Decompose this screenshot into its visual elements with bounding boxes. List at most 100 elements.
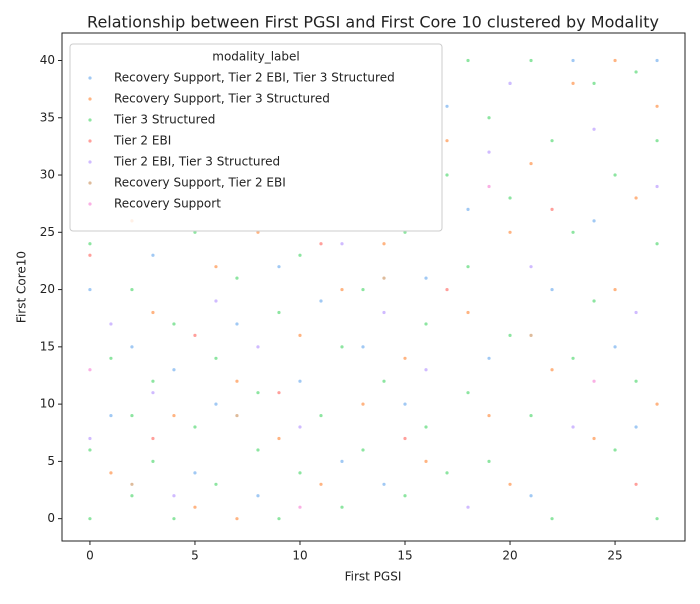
point xyxy=(634,196,638,200)
legend-label: Recovery Support, Tier 3 Structured xyxy=(114,92,330,106)
point xyxy=(193,230,197,234)
point xyxy=(466,310,470,315)
point xyxy=(340,459,344,463)
point xyxy=(319,413,323,418)
point xyxy=(361,345,365,349)
point xyxy=(193,425,197,429)
point xyxy=(172,322,176,326)
y-tick-label: 20 xyxy=(40,282,55,296)
point xyxy=(361,402,365,406)
legend-label: Tier 3 Structured xyxy=(113,113,215,127)
point xyxy=(445,173,449,177)
point xyxy=(550,287,554,292)
point xyxy=(319,299,323,303)
point xyxy=(382,276,386,280)
point xyxy=(466,58,470,63)
point xyxy=(424,276,428,280)
legend-label: Recovery Support, Tier 2 EBI, Tier 3 Str… xyxy=(114,71,395,85)
point xyxy=(256,448,260,452)
point xyxy=(466,265,470,269)
point xyxy=(361,287,365,292)
y-tick-label: 5 xyxy=(47,454,55,468)
point xyxy=(88,253,92,257)
point xyxy=(88,436,92,441)
point xyxy=(529,413,533,418)
point xyxy=(298,505,302,509)
point xyxy=(403,356,407,360)
x-axis-label: First PGSI xyxy=(345,570,402,584)
point xyxy=(487,150,491,154)
point xyxy=(634,379,638,383)
point xyxy=(592,436,596,441)
point xyxy=(529,494,533,498)
chart-title: Relationship between First PGSI and Firs… xyxy=(87,13,659,32)
point xyxy=(571,81,575,85)
point xyxy=(193,471,197,475)
point xyxy=(424,322,428,326)
point xyxy=(613,58,617,63)
point xyxy=(298,425,302,429)
point xyxy=(529,58,533,63)
point xyxy=(655,402,659,406)
point xyxy=(466,505,470,509)
point xyxy=(172,494,176,498)
y-tick-label: 40 xyxy=(40,53,55,67)
point xyxy=(193,505,197,509)
point xyxy=(340,345,344,349)
legend-marker xyxy=(88,181,92,185)
point xyxy=(445,287,449,292)
point xyxy=(487,413,491,418)
legend-label: Tier 2 EBI xyxy=(113,134,171,148)
point xyxy=(529,161,533,166)
legend-box xyxy=(69,43,443,232)
point xyxy=(445,471,449,475)
point xyxy=(277,310,281,315)
point xyxy=(382,379,386,383)
point xyxy=(172,368,176,372)
point xyxy=(214,402,218,406)
point xyxy=(109,356,113,360)
point xyxy=(88,287,92,292)
point xyxy=(529,265,533,269)
point xyxy=(214,265,218,269)
point xyxy=(655,517,659,521)
y-tick-label: 10 xyxy=(40,397,55,411)
point xyxy=(109,322,113,326)
point xyxy=(655,104,659,108)
point xyxy=(382,310,386,315)
point xyxy=(130,345,134,349)
point xyxy=(382,482,386,486)
legend-marker xyxy=(88,160,92,164)
point xyxy=(88,517,92,521)
point xyxy=(550,517,554,521)
y-axis-label: First Core10 xyxy=(15,251,29,323)
point xyxy=(592,379,596,383)
x-tick-label: 15 xyxy=(397,549,412,563)
point xyxy=(193,333,197,337)
point xyxy=(592,219,596,223)
point xyxy=(109,413,113,418)
point xyxy=(613,287,617,292)
point xyxy=(277,391,281,395)
point xyxy=(508,482,512,486)
point xyxy=(172,517,176,521)
point xyxy=(634,310,638,315)
point xyxy=(319,242,323,246)
point xyxy=(298,379,302,383)
point xyxy=(424,368,428,372)
y-tick-label: 15 xyxy=(40,339,55,353)
point xyxy=(613,345,617,349)
point xyxy=(256,345,260,349)
point xyxy=(403,494,407,498)
point xyxy=(445,139,449,143)
plot-frame xyxy=(61,32,686,542)
point xyxy=(298,253,302,257)
point xyxy=(655,242,659,246)
legend-title: modality_label xyxy=(212,50,300,64)
point xyxy=(151,310,155,315)
point xyxy=(634,482,638,486)
point xyxy=(88,368,92,372)
point xyxy=(592,81,596,85)
x-tick-label: 5 xyxy=(191,549,199,563)
